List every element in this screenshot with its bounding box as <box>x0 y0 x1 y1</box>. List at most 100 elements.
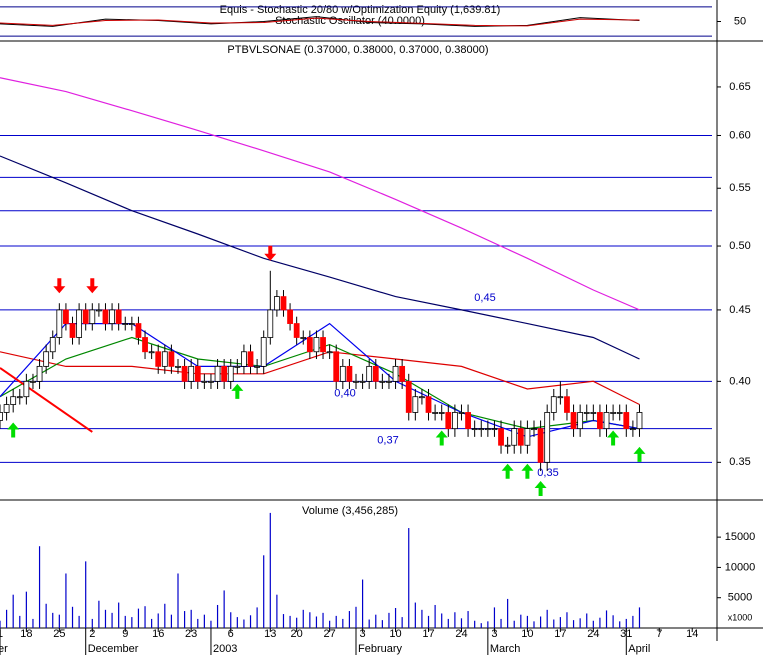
candle-body <box>451 412 458 430</box>
candle-body <box>63 309 69 324</box>
sell-arrow <box>53 278 66 294</box>
volume-bar <box>164 603 166 628</box>
volume-bar <box>605 610 608 628</box>
volume-bar <box>434 604 436 628</box>
candle-body <box>577 412 584 430</box>
volume-bar <box>104 609 107 628</box>
volume-bar <box>144 606 146 628</box>
candle-body <box>359 380 366 383</box>
x-tick-label: 16 <box>152 628 164 640</box>
candle-body <box>142 337 148 353</box>
volume-bar <box>539 616 542 628</box>
volume-bar <box>45 603 47 628</box>
volume-bar <box>638 607 641 628</box>
volume-bar <box>427 615 430 628</box>
x-tick-label: 18 <box>20 628 32 640</box>
volume-bar <box>619 621 621 628</box>
volume-bar <box>579 618 581 628</box>
volume-bar <box>236 617 238 628</box>
candle-body <box>49 337 56 353</box>
month-label: February <box>358 643 403 655</box>
volume-bar <box>447 618 449 628</box>
candle-body <box>148 351 155 354</box>
volume-bar <box>355 606 357 628</box>
volume-bar <box>118 602 120 628</box>
candle-body <box>504 444 511 447</box>
volume-bar <box>216 604 219 628</box>
volume-bar <box>546 609 548 628</box>
candle-body <box>531 428 537 431</box>
buy-arrow <box>633 446 646 462</box>
candle-body <box>564 396 570 413</box>
x-tick-label: 27 <box>324 628 336 640</box>
volume-bar <box>190 609 192 628</box>
volume-bar <box>256 607 258 628</box>
candle-body <box>221 365 228 382</box>
candle-body <box>188 365 195 382</box>
volume-bar <box>394 608 397 628</box>
candle-body <box>353 380 359 383</box>
candle-body <box>102 309 109 324</box>
price-title: PTBVLSONAE (0.37000, 0.38000, 0.37000, 0… <box>227 44 488 56</box>
sell-arrow <box>264 245 277 261</box>
candle-body <box>419 396 425 399</box>
volume-bar <box>375 614 377 628</box>
volume-bar <box>91 618 93 628</box>
volume-bar <box>474 620 476 628</box>
candle-body <box>109 309 115 324</box>
volume-bar <box>388 612 390 628</box>
volume-bar <box>124 615 126 628</box>
candle-body <box>135 323 142 338</box>
trend-line <box>0 367 93 433</box>
volume-bar <box>302 609 304 628</box>
candle-body <box>3 404 10 413</box>
candle-body <box>491 428 498 431</box>
volume-bar <box>282 614 285 628</box>
x-tick-label: 17 <box>422 628 434 640</box>
volume-bar <box>137 608 140 628</box>
volume-bar <box>65 573 67 628</box>
volume-bar <box>263 555 265 628</box>
candle-body <box>30 380 36 383</box>
candle-body <box>267 309 274 338</box>
candle-body <box>260 337 267 367</box>
candle-body <box>623 412 630 430</box>
candle-body <box>313 337 320 353</box>
candle-body <box>478 428 485 431</box>
x-tick-label: 24 <box>455 628 467 640</box>
volume-bar <box>526 615 529 628</box>
y-tick-label: 5000 <box>728 592 752 604</box>
candle-body <box>36 365 43 382</box>
volume-bar <box>335 615 337 628</box>
candle-body <box>537 428 544 463</box>
month-label: April <box>628 643 650 655</box>
candle-body <box>583 412 590 414</box>
volume-bar <box>5 609 8 628</box>
candle-body <box>517 428 524 446</box>
candle-body <box>155 351 162 367</box>
volume-bar <box>98 600 100 628</box>
candle-body <box>128 323 135 325</box>
volume-bar <box>454 612 456 628</box>
candle-body <box>629 428 636 431</box>
volume-bar <box>361 579 364 628</box>
candle-body <box>293 323 300 338</box>
volume-bar <box>632 615 634 628</box>
candle-body <box>616 412 623 414</box>
volume-bar <box>329 620 331 628</box>
volume-bar <box>381 620 383 628</box>
y-tick-label: 0.40 <box>729 375 750 387</box>
candle-body <box>603 412 610 430</box>
x-tick-label: 23 <box>185 628 197 640</box>
candle-body <box>339 365 346 382</box>
volume-bar <box>0 620 1 628</box>
line-label: 0,37 <box>377 435 398 447</box>
volume-bar <box>592 620 594 628</box>
volume-bar <box>71 606 74 628</box>
volume-unit: x1000 <box>728 612 753 622</box>
volume-bar <box>243 619 245 628</box>
candle-body <box>115 309 122 324</box>
volume-bar <box>38 546 41 628</box>
candle-body <box>280 296 287 311</box>
x-tick-label: 20 <box>291 628 303 640</box>
